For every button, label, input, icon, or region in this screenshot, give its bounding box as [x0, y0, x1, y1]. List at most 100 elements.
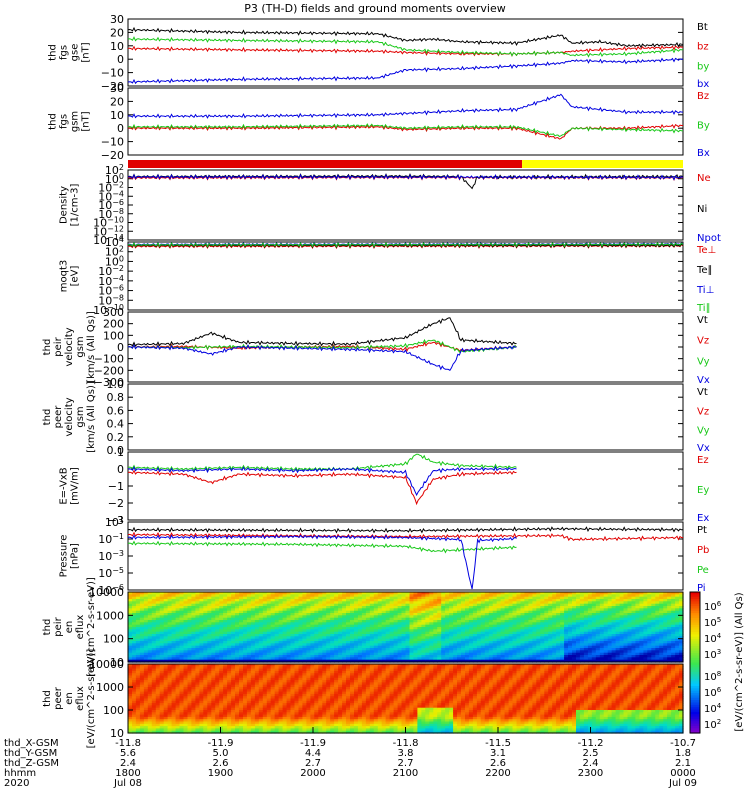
heatmap-cell: [227, 629, 232, 633]
heatmap-cell: [679, 631, 684, 635]
heatmap-cell: [159, 634, 165, 637]
heatmap-cell: [243, 601, 248, 605]
heatmap-cell: [207, 624, 212, 628]
heatmap-cell: [151, 620, 157, 623]
y-tick-label: −300: [94, 376, 124, 389]
heatmap-cell: [453, 629, 458, 633]
heatmap-cell: [413, 601, 418, 605]
heatmap-cell: [540, 650, 545, 654]
heatmap-cell: [139, 617, 145, 621]
heatmap-cell: [449, 645, 454, 649]
heatmap-cell: [254, 610, 260, 614]
heatmap-cell: [480, 601, 486, 605]
heatmap-cell: [381, 596, 387, 600]
heatmap-cell: [195, 620, 200, 623]
heatmap-cell: [365, 596, 371, 600]
heatmap-cell: [603, 622, 609, 626]
series-Vx: [127, 344, 517, 371]
heatmap-cell: [524, 634, 529, 637]
heatmap-cell: [595, 613, 601, 616]
series-Pt: [127, 526, 683, 534]
heatmap-cell: [302, 624, 307, 628]
heatmap-cell: [457, 636, 462, 640]
heatmap-cell: [552, 657, 557, 661]
heatmap-cell: [128, 650, 133, 654]
heatmap-cell: [302, 629, 307, 633]
heatmap-cell: [484, 617, 490, 621]
heatmap-cell: [235, 620, 240, 623]
heatmap-cell: [377, 636, 383, 640]
heatmap-cell: [183, 629, 189, 633]
heatmap-cell: [425, 624, 430, 628]
heatmap-cell: [163, 716, 169, 720]
heatmap-cell: [437, 631, 442, 635]
heatmap-cell: [465, 631, 470, 635]
heatmap-cell: [671, 608, 676, 612]
heatmap-cell: [270, 627, 276, 630]
heatmap-cell: [128, 601, 133, 605]
heatmap-cell: [461, 613, 466, 616]
heatmap-cell: [250, 615, 256, 619]
heatmap-cell: [544, 641, 549, 644]
heatmap-cell: [258, 645, 264, 649]
heatmap-cell: [163, 617, 169, 621]
heatmap-cell: [583, 620, 589, 623]
heatmap-cell: [135, 648, 141, 651]
heatmap-cell: [572, 634, 577, 637]
heatmap-cell: [239, 596, 244, 600]
heatmap-cell: [492, 629, 498, 633]
heatmap-cell: [211, 627, 216, 630]
heatmap-cell: [572, 636, 577, 640]
heatmap-cell: [599, 659, 605, 663]
heatmap-cell: [576, 645, 581, 649]
heatmap-cell: [278, 636, 284, 640]
heatmap-cell: [354, 629, 359, 633]
heatmap-cell: [627, 643, 633, 647]
heatmap-cell: [536, 643, 541, 647]
heatmap-cell: [393, 627, 399, 630]
heatmap-cell: [405, 606, 411, 609]
heatmap-cell: [195, 668, 200, 672]
heatmap-cell: [132, 643, 137, 647]
heatmap-cell: [623, 592, 629, 595]
heatmap-cell: [500, 606, 506, 609]
heatmap-cell: [611, 613, 617, 616]
heatmap-cell: [520, 592, 526, 595]
heatmap-cell: [262, 655, 268, 658]
heatmap-cell: [302, 645, 307, 649]
heatmap-cell: [576, 608, 581, 612]
heatmap-cell: [576, 617, 581, 621]
heatmap-cell: [433, 638, 438, 642]
heatmap-cell: [599, 650, 605, 654]
heatmap-cell: [365, 606, 371, 609]
heatmap-cell: [167, 599, 173, 602]
heatmap-cell: [556, 634, 561, 637]
heatmap-cell: [381, 655, 387, 658]
heatmap-cell: [465, 606, 470, 609]
heatmap-cell: [389, 650, 395, 654]
heatmap-cell: [219, 599, 224, 602]
heatmap-cell: [274, 624, 280, 628]
heatmap-cell: [338, 610, 343, 614]
heatmap-cell: [179, 726, 185, 729]
heatmap-cell: [552, 599, 557, 602]
heatmap-cell: [536, 617, 541, 621]
heatmap-cell: [532, 603, 537, 607]
heatmap-cell: [338, 652, 343, 656]
heatmap-cell: [211, 636, 216, 640]
heatmap-cell: [135, 716, 141, 720]
heatmap-cell: [342, 613, 347, 616]
heatmap-cell: [595, 641, 601, 644]
heatmap-cell: [298, 596, 304, 600]
heatmap-cell: [143, 622, 149, 626]
heatmap-cell: [159, 657, 165, 661]
heatmap-cell: [631, 655, 637, 658]
heatmap-cell: [615, 601, 621, 605]
heatmap-cell: [389, 601, 395, 605]
heatmap-cell: [560, 603, 565, 607]
heatmap-cell: [421, 641, 426, 644]
heatmap-cell: [544, 594, 549, 598]
heatmap-cell: [357, 657, 363, 661]
heatmap-cell: [599, 629, 605, 633]
